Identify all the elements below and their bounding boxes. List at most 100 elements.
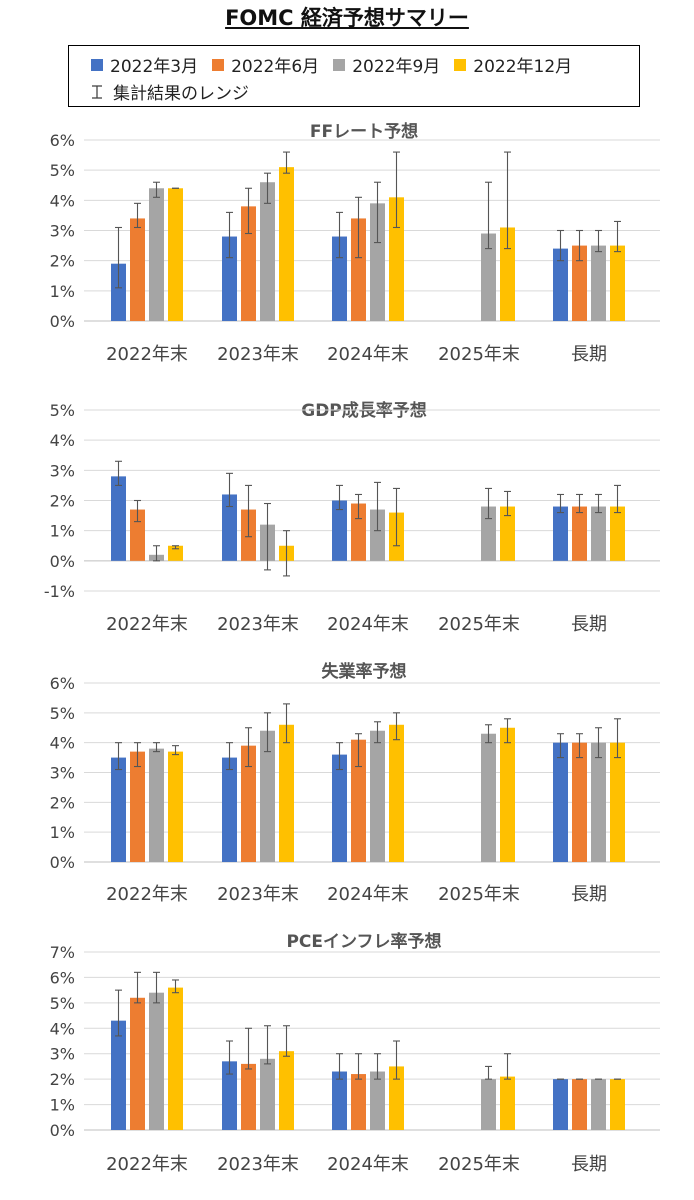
bar bbox=[351, 1074, 366, 1130]
y-tick-label: 0% bbox=[50, 552, 75, 571]
bar bbox=[351, 503, 366, 561]
bar bbox=[591, 506, 606, 561]
y-tick-label: 0% bbox=[50, 312, 75, 331]
category-label: 2025年末 bbox=[438, 884, 520, 905]
bar bbox=[130, 509, 145, 561]
y-tick-label: 3% bbox=[50, 1045, 75, 1064]
y-tick-label: 2% bbox=[50, 793, 75, 812]
bar bbox=[389, 1066, 404, 1130]
bar bbox=[553, 506, 568, 561]
bar bbox=[260, 730, 275, 862]
legend-swatch-dec bbox=[454, 58, 467, 71]
bar bbox=[241, 206, 256, 321]
y-tick-label: 3% bbox=[50, 461, 75, 480]
legend-range-label: 集計結果のレンジ bbox=[113, 84, 249, 104]
bar bbox=[500, 1076, 515, 1130]
y-tick-label: 3% bbox=[50, 222, 75, 241]
bar bbox=[500, 227, 515, 321]
chart-title: FFレート予想 bbox=[310, 121, 418, 142]
bar bbox=[222, 236, 237, 321]
bar bbox=[168, 545, 183, 561]
bar bbox=[351, 739, 366, 862]
bar bbox=[591, 245, 606, 321]
legend-label-dec: 2022年12月 bbox=[473, 57, 573, 77]
page-title: FOMC 経済予想サマリー bbox=[225, 6, 469, 30]
bar bbox=[111, 757, 126, 862]
bar bbox=[481, 733, 496, 862]
chart-1: GDP成長率予想-1%0%1%2%3%4%5%2022年末 2023年末 2024年… bbox=[44, 400, 660, 635]
category-label: 2024年末 bbox=[327, 344, 409, 365]
legend-swatch-jun bbox=[212, 58, 225, 71]
bar bbox=[591, 742, 606, 862]
legend-label-sep: 2022年9月 bbox=[352, 57, 441, 77]
y-tick-label: 1% bbox=[50, 1096, 75, 1115]
legend-label-mar: 2022年3月 bbox=[110, 57, 199, 77]
legend-swatch-mar bbox=[91, 58, 103, 71]
y-tick-label: 4% bbox=[50, 191, 75, 210]
bar bbox=[572, 245, 587, 321]
legend-label-jun: 2022年6月 bbox=[231, 57, 320, 77]
legend-item-sep: 2022年9月 bbox=[333, 52, 440, 77]
bar bbox=[149, 992, 164, 1130]
bar bbox=[222, 1061, 237, 1130]
y-tick-label: 5% bbox=[50, 161, 75, 180]
category-label: 2025年末 bbox=[438, 344, 520, 365]
chart-title: 失業率予想 bbox=[322, 661, 407, 682]
bar bbox=[241, 745, 256, 862]
category-label: 2022年末 bbox=[106, 884, 188, 905]
bar bbox=[591, 1079, 606, 1130]
range-bar-icon bbox=[92, 84, 102, 99]
bar bbox=[389, 724, 404, 862]
category-label: 長期 bbox=[571, 884, 607, 905]
legend-item-dec: 2022年12月 bbox=[454, 52, 572, 77]
bar bbox=[149, 188, 164, 321]
y-tick-label: 2% bbox=[50, 492, 75, 511]
bar bbox=[168, 987, 183, 1130]
bar bbox=[332, 236, 347, 321]
legend-item-mar: 2022年3月 bbox=[91, 52, 198, 77]
bar bbox=[553, 1079, 568, 1130]
chart-2: 失業率予想 0% 1% 2% 3% 4% 5% 6% 2022年末 2023年末 2024年末 202… bbox=[50, 661, 660, 905]
y-tick-label: 4% bbox=[50, 734, 75, 753]
bar bbox=[332, 500, 347, 561]
category-label: 2022年末 bbox=[106, 1154, 188, 1175]
category-label: 2023年末 bbox=[217, 344, 299, 365]
bar bbox=[351, 218, 366, 321]
bar bbox=[241, 1063, 256, 1130]
bar bbox=[279, 724, 294, 862]
category-label: 2023年末 bbox=[217, 614, 299, 635]
category-label: 2025年末 bbox=[438, 1154, 520, 1175]
bar bbox=[610, 1079, 625, 1130]
chart-title: PCEインフレ率予想 bbox=[286, 931, 441, 952]
bar bbox=[222, 757, 237, 862]
bar bbox=[481, 1079, 496, 1130]
y-tick-label: 5% bbox=[50, 704, 75, 723]
category-label: 2022年末 bbox=[106, 614, 188, 635]
legend: 2022年3月 2022年6月 2022年9月 2022年12月 集計結果のレン… bbox=[68, 45, 640, 107]
y-tick-label: 5% bbox=[50, 401, 75, 420]
bar bbox=[168, 751, 183, 862]
bar bbox=[149, 748, 164, 862]
category-label: 2024年末 bbox=[327, 884, 409, 905]
y-tick-label: 7% bbox=[50, 943, 75, 962]
bar bbox=[260, 1058, 275, 1130]
bar bbox=[481, 233, 496, 321]
category-label: 2024年末 bbox=[327, 614, 409, 635]
y-tick-label: 6% bbox=[50, 968, 75, 987]
y-tick-label: 2% bbox=[50, 252, 75, 271]
bar bbox=[332, 754, 347, 862]
y-tick-label: 4% bbox=[50, 1019, 75, 1038]
bar bbox=[553, 248, 568, 321]
chart-0: FFレート予想 0% 1% 2% 3% 4% 5% 6% 2022年末 2023年末 2024年末 2… bbox=[50, 121, 660, 365]
y-tick-label: 1% bbox=[50, 823, 75, 842]
bar bbox=[610, 245, 625, 321]
bar bbox=[610, 506, 625, 561]
bar bbox=[222, 494, 237, 561]
legend-series-row: 2022年3月 2022年6月 2022年9月 2022年12月 bbox=[91, 52, 586, 77]
y-tick-label: -1% bbox=[44, 582, 75, 601]
y-tick-label: 0% bbox=[50, 853, 75, 872]
bar bbox=[610, 742, 625, 862]
category-label: 長期 bbox=[571, 344, 607, 365]
y-tick-label: 2% bbox=[50, 1070, 75, 1089]
